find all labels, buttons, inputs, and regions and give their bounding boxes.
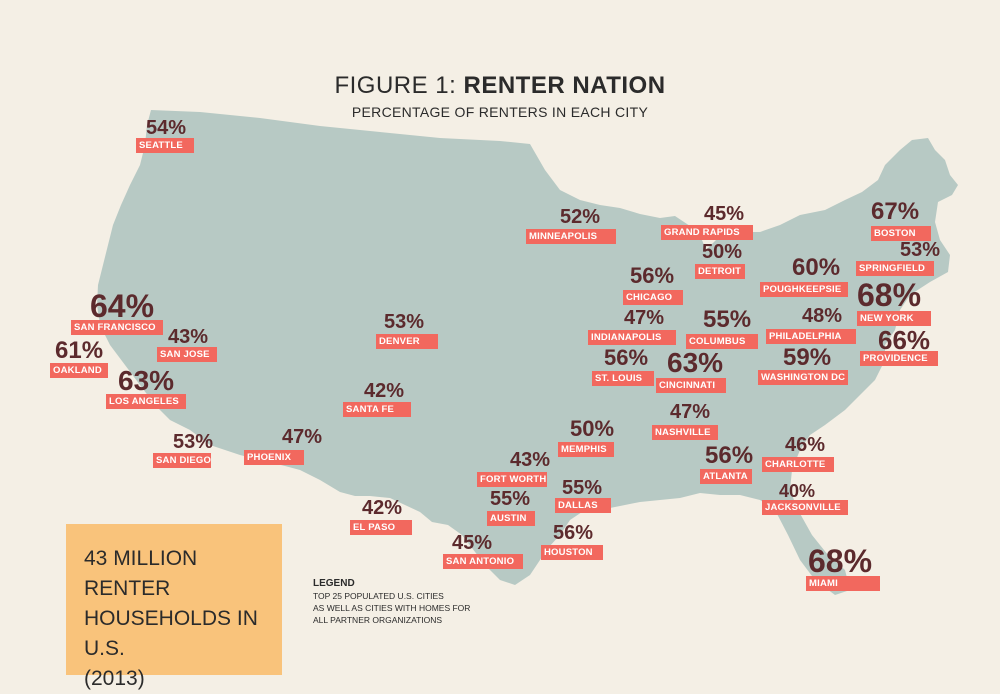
city-name-tag: EL PASO bbox=[350, 520, 412, 535]
city-percent: 47% bbox=[624, 307, 665, 329]
city-percent: 43% bbox=[510, 449, 551, 471]
city-name-tag: CHARLOTTE bbox=[762, 457, 834, 472]
callout-line-2: HOUSEHOLDS IN U.S. bbox=[84, 607, 258, 660]
city-percent: 53% bbox=[900, 239, 941, 261]
city-name-tag: SAN DIEGO bbox=[153, 453, 211, 468]
figure-title: FIGURE 1: RENTER NATION bbox=[0, 72, 1000, 100]
city-name-tag: SAN FRANCISCO bbox=[71, 320, 163, 335]
city-percent: 47% bbox=[670, 401, 711, 423]
city-percent: 56% bbox=[553, 522, 594, 544]
city-name-tag: DENVER bbox=[376, 334, 438, 349]
city-name-tag: MINNEAPOLIS bbox=[526, 229, 616, 244]
callout-line-1: 43 MILLION RENTER bbox=[84, 547, 198, 600]
city-name-tag: CHICAGO bbox=[623, 290, 683, 305]
city-name-tag: PROVIDENCE bbox=[860, 351, 938, 366]
city-name-tag: JACKSONVILLE bbox=[762, 500, 848, 515]
figure-title-main: RENTER NATION bbox=[463, 72, 666, 99]
city-percent: 67% bbox=[871, 198, 920, 225]
city-percent: 52% bbox=[560, 206, 601, 228]
city-percent: 56% bbox=[604, 345, 649, 370]
city-percent: 46% bbox=[785, 434, 826, 456]
city-percent: 64% bbox=[90, 288, 155, 324]
city-percent: 68% bbox=[857, 277, 922, 313]
city-percent: 43% bbox=[168, 326, 209, 348]
city-name-tag: SAN JOSE bbox=[157, 347, 217, 362]
city-percent: 55% bbox=[703, 306, 752, 333]
city-name-tag: LOS ANGELES bbox=[106, 394, 186, 409]
city-percent: 68% bbox=[808, 543, 873, 579]
figure-subtitle: PERCENTAGE OF RENTERS IN EACH CITY bbox=[351, 104, 649, 120]
city-name-tag: ATLANTA bbox=[700, 469, 752, 484]
city-name-tag: NASHVILLE bbox=[652, 425, 718, 440]
city-name-tag: OAKLAND bbox=[50, 363, 108, 378]
renter-nation-figure: FIGURE 1: RENTER NATION PERCENTAGE OF RE… bbox=[0, 72, 1000, 690]
city-percent: 53% bbox=[384, 311, 425, 333]
city-name-tag: WASHINGTON DC bbox=[758, 370, 848, 385]
city-percent: 53% bbox=[173, 431, 214, 453]
city-name-tag: AUSTIN bbox=[487, 511, 535, 526]
city-percent: 55% bbox=[562, 477, 603, 499]
city-percent: 66% bbox=[878, 325, 931, 355]
city-name-tag: DALLAS bbox=[555, 498, 611, 513]
city-name-tag: SEATTLE bbox=[136, 138, 194, 153]
city-name-tag: HOUSTON bbox=[541, 545, 603, 560]
city-percent: 56% bbox=[630, 263, 675, 288]
city-percent: 63% bbox=[667, 347, 724, 378]
city-name-tag: POUGHKEEPSIE bbox=[760, 282, 848, 297]
city-name-tag: SPRINGFIELD bbox=[856, 261, 934, 276]
legend-line-1: TOP 25 POPULATED U.S. CITIES bbox=[313, 591, 444, 601]
city-percent: 42% bbox=[362, 497, 403, 519]
city-percent: 56% bbox=[705, 442, 754, 469]
city-name-tag: COLUMBUS bbox=[686, 334, 758, 349]
city-name-tag: SAN ANTONIO bbox=[443, 554, 523, 569]
city-name-tag: FORT WORTH bbox=[477, 472, 547, 487]
total-renters-callout: 43 MILLION RENTER HOUSEHOLDS IN U.S. (20… bbox=[66, 524, 282, 690]
city-name-tag: CINCINNATI bbox=[656, 378, 726, 393]
city-percent: 61% bbox=[55, 337, 104, 364]
city-percent: 54% bbox=[146, 117, 187, 139]
city-name-tag: MEMPHIS bbox=[558, 442, 614, 457]
city-name-tag: DETROIT bbox=[695, 264, 745, 279]
legend-title: LEGEND bbox=[313, 578, 355, 589]
callout-line-3: (2013) bbox=[84, 667, 145, 690]
city-percent: 50% bbox=[702, 241, 743, 263]
city-name-tag: BOSTON bbox=[871, 226, 931, 241]
city-name-tag: MIAMI bbox=[806, 576, 880, 591]
city-percent: 50% bbox=[570, 416, 615, 441]
city-name-tag: INDIANAPOLIS bbox=[588, 330, 676, 345]
city-percent: 45% bbox=[452, 532, 493, 554]
city-name-tag: PHILADELPHIA bbox=[766, 329, 856, 344]
legend-line-2: AS WELL AS CITIES WITH HOMES FOR bbox=[313, 603, 471, 613]
city-percent: 45% bbox=[704, 203, 745, 225]
city-percent: 47% bbox=[282, 426, 323, 448]
legend-line-3: ALL PARTNER ORGANIZATIONS bbox=[313, 615, 443, 625]
city-percent: 59% bbox=[783, 344, 832, 371]
legend: LEGEND TOP 25 POPULATED U.S. CITIES AS W… bbox=[313, 578, 470, 626]
city-name-tag: ST. LOUIS bbox=[592, 371, 654, 386]
city-name-tag: PHOENIX bbox=[244, 450, 304, 465]
city-percent: 63% bbox=[118, 365, 175, 396]
city-name-tag: SANTA FE bbox=[343, 402, 411, 417]
city-percent: 60% bbox=[792, 254, 841, 281]
city-percent: 40% bbox=[779, 481, 816, 501]
city-name-tag: NEW YORK bbox=[857, 311, 931, 326]
city-percent: 42% bbox=[364, 380, 405, 402]
figure-title-prefix: FIGURE 1: bbox=[334, 72, 457, 99]
city-name-tag: GRAND RAPIDS bbox=[661, 225, 753, 240]
city-percent: 55% bbox=[490, 488, 531, 510]
city-percent: 48% bbox=[802, 305, 843, 327]
